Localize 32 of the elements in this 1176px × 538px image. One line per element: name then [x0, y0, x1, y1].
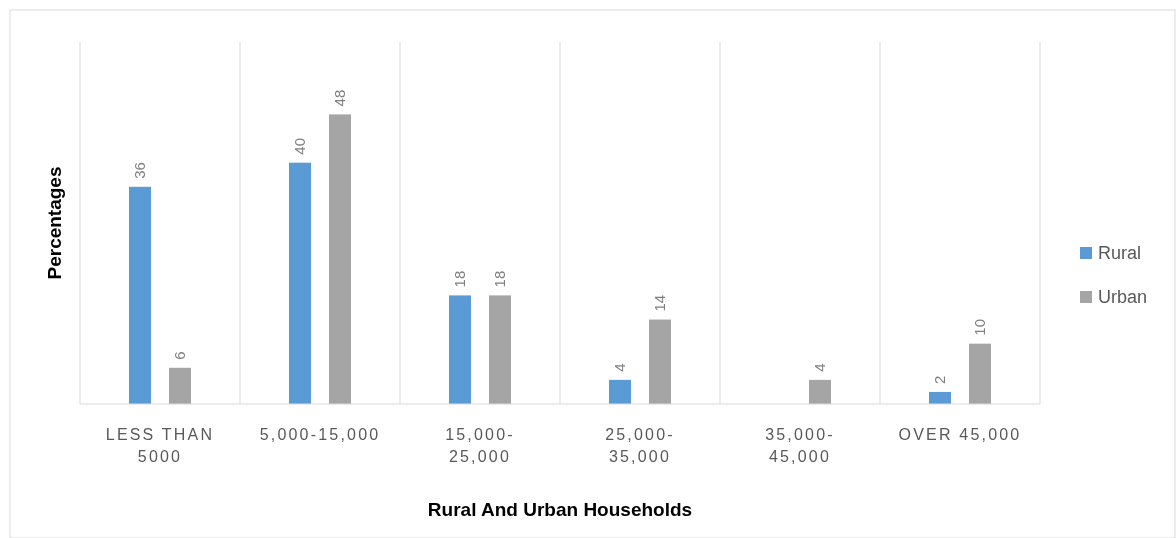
x-tick-label: 15,000-25,000	[445, 426, 515, 465]
data-label: 10	[971, 318, 988, 336]
data-label: 18	[451, 270, 468, 288]
bar	[129, 186, 151, 404]
bar	[489, 295, 511, 404]
x-tick-label: 5,000-15,000	[259, 426, 381, 443]
data-label: 2	[931, 375, 948, 384]
bar	[289, 162, 311, 404]
data-label: 48	[331, 89, 348, 107]
data-label: 6	[171, 351, 188, 360]
bar	[609, 379, 631, 404]
x-tick-label: 25,000-35,000	[605, 426, 675, 465]
data-label: 4	[611, 363, 628, 372]
y-axis-title: Percentages	[44, 166, 65, 280]
x-tick-label: LESS THAN 5000	[105, 426, 215, 465]
bar	[969, 343, 991, 404]
x-axis-title: Rural And Urban Households	[427, 499, 693, 520]
x-tick-label: 35,000-45,000	[765, 426, 835, 465]
data-label: 36	[131, 162, 148, 179]
data-label: 14	[651, 294, 668, 312]
legend-label: Rural	[1098, 243, 1142, 263]
bar	[649, 319, 671, 404]
bar	[449, 295, 471, 404]
bar	[169, 367, 191, 404]
data-label: 4	[811, 363, 828, 372]
bar	[929, 391, 951, 404]
bar	[329, 114, 351, 404]
data-label: 40	[291, 137, 308, 155]
legend-label: Urban	[1098, 287, 1148, 307]
x-tick-label: OVER 45,000	[898, 426, 1022, 443]
data-label: 18	[491, 270, 508, 288]
bar	[809, 379, 831, 404]
